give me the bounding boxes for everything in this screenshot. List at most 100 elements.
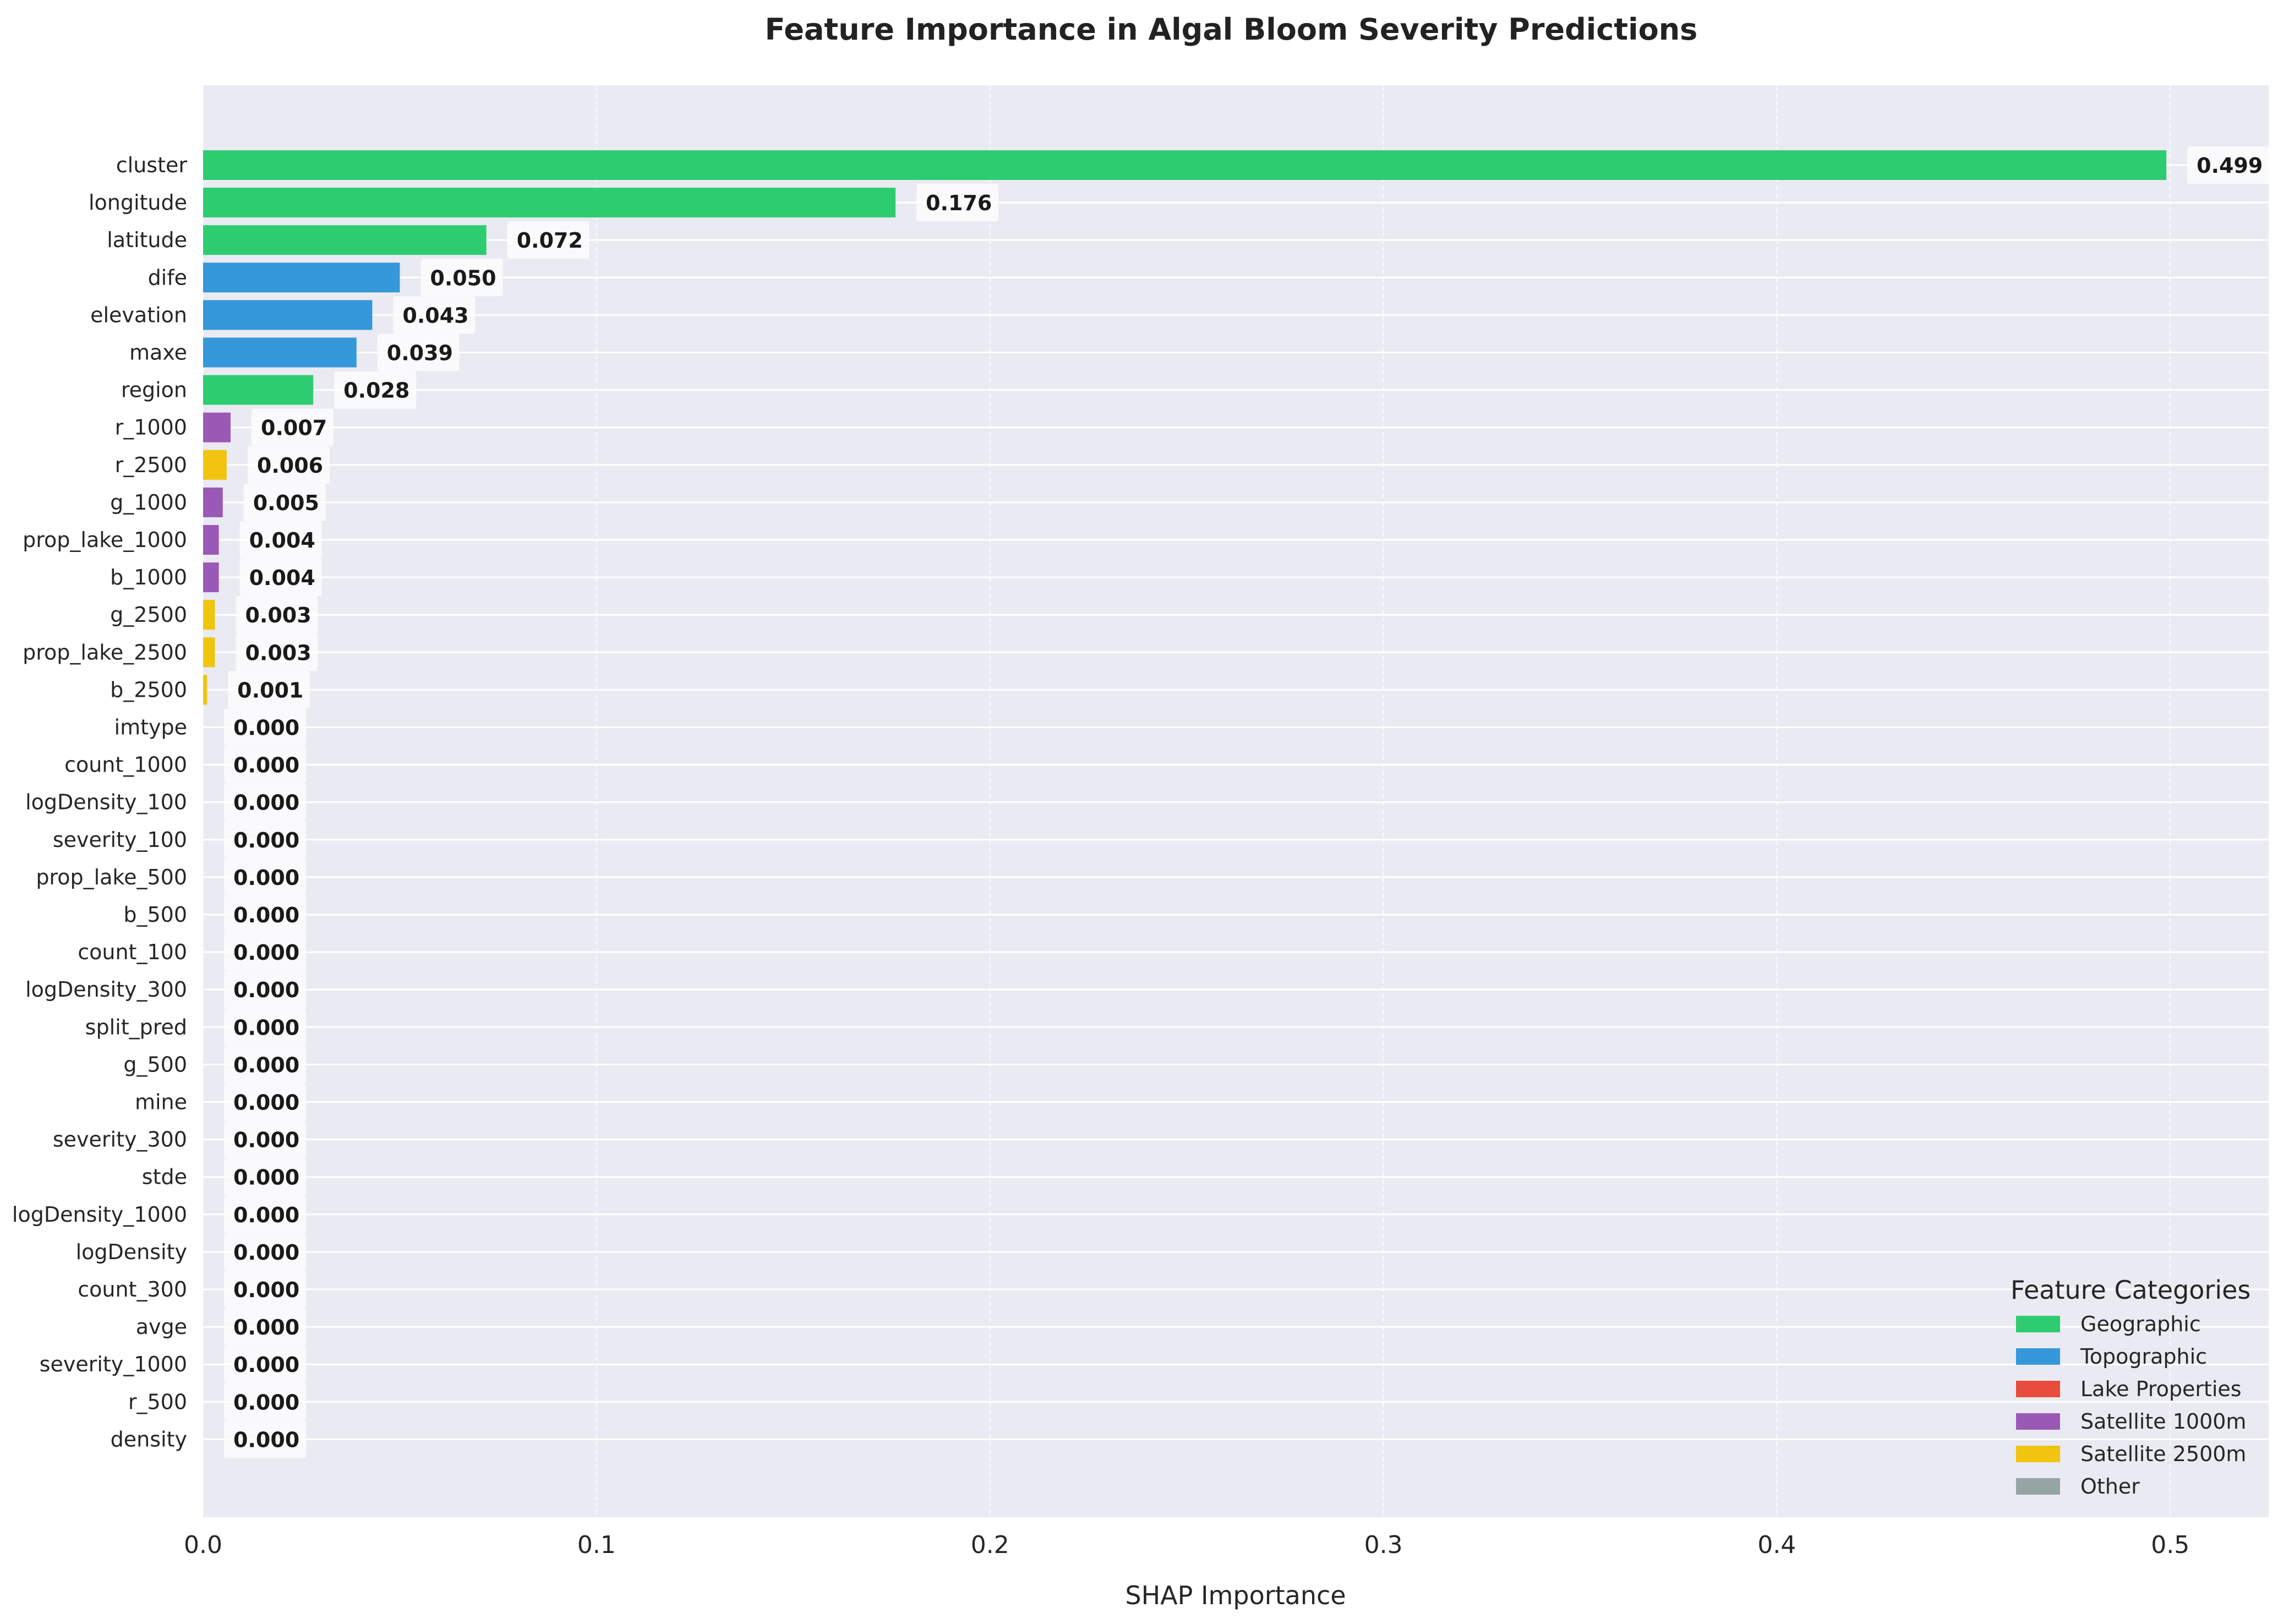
y-tick-labels: cluster longitude latitude dife elevation max… [12, 153, 187, 1451]
value-label: 0.000 [233, 1128, 299, 1152]
value-label-box [224, 933, 306, 971]
bar-region [203, 375, 314, 405]
plot-area [203, 85, 2269, 1517]
value-labels: 0.499 0.176 0.072 0.050 0.043 0.039 0.028 0.007… [224, 146, 2270, 1458]
value-label-box [239, 521, 322, 559]
value-label-box [224, 896, 306, 933]
value-label-box [393, 296, 476, 334]
value-label-box [334, 371, 417, 409]
x-tick-labels: 0.0 0.1 0.2 0.3 0.4 0.5 [184, 1531, 2189, 1559]
value-label-box [224, 1420, 306, 1458]
value-label-box [224, 1083, 306, 1121]
value-label-box [224, 1120, 306, 1158]
y-tick-label: prop_lake_1000 [23, 528, 187, 552]
value-label-box [224, 708, 306, 746]
y-tick-label: mine [135, 1090, 187, 1114]
chart-title: Feature Importance in Algal Bloom Severi… [765, 12, 1698, 47]
y-tick-label: count_1000 [64, 753, 187, 777]
legend-entry: Lake Properties [2080, 1377, 2242, 1401]
bar-r_2500 [203, 450, 227, 480]
legend: Feature Categories Geographic Topographic L… [2011, 1275, 2250, 1499]
y-tick-label: density [111, 1427, 187, 1451]
y-tick-label: imtype [114, 715, 187, 740]
value-label-box [224, 858, 306, 896]
value-label-box [224, 1383, 306, 1421]
value-label: 0.000 [233, 1278, 299, 1302]
gridlines [203, 85, 2269, 1517]
y-tick-label: logDensity_1000 [12, 1202, 187, 1227]
y-tick-label: logDensity_100 [25, 790, 187, 814]
value-label-box [420, 259, 503, 297]
y-tick-label: logDensity [76, 1240, 187, 1264]
value-label-box [2187, 146, 2270, 184]
bar-prop_lake_2500 [203, 637, 215, 668]
value-label: 0.000 [233, 1240, 299, 1265]
y-tick-label: elevation [90, 303, 187, 327]
value-label: 0.000 [233, 1015, 299, 1040]
value-label: 0.043 [402, 303, 468, 327]
value-label-box [224, 1271, 306, 1308]
legend-entry: Satellite 2500m [2080, 1442, 2246, 1466]
x-tick-label: 0.2 [971, 1531, 1009, 1559]
x-tick-label: 0.0 [184, 1531, 222, 1559]
y-tick-label: logDensity_300 [25, 977, 187, 1002]
y-tick-label: r_500 [128, 1390, 187, 1414]
value-label: 0.006 [257, 453, 323, 478]
x-tick-label: 0.5 [2151, 1531, 2189, 1559]
legend-swatch [2016, 1413, 2060, 1430]
y-tick-label: b_2500 [110, 677, 187, 702]
value-label: 0.000 [233, 791, 299, 815]
value-label: 0.003 [245, 603, 311, 627]
y-tick-label: r_2500 [115, 453, 187, 477]
value-label-box [224, 1158, 306, 1196]
y-tick-label: latitude [107, 228, 187, 252]
value-label: 0.000 [233, 1353, 299, 1377]
legend-swatch [2016, 1348, 2060, 1365]
value-label-box [252, 408, 334, 446]
value-label: 0.039 [387, 341, 453, 365]
value-label-box [236, 596, 318, 634]
value-label: 0.028 [343, 379, 409, 403]
y-tick-label: b_1000 [110, 565, 187, 589]
value-label-box [224, 971, 306, 1009]
bar-elevation [203, 300, 373, 330]
legend-title: Feature Categories [2011, 1275, 2250, 1305]
value-label: 0.050 [430, 266, 496, 290]
legend-swatch [2016, 1446, 2060, 1462]
x-tick-label: 0.1 [577, 1531, 616, 1559]
y-tick-label: count_100 [78, 940, 187, 964]
bar-g_2500 [203, 600, 215, 630]
value-label: 0.000 [233, 716, 299, 740]
bar-prop_lake_1000 [203, 525, 219, 555]
y-tick-label: split_pred [85, 1015, 187, 1039]
bar-dife [203, 263, 400, 293]
y-tick-label: g_500 [123, 1052, 187, 1076]
y-tick-label: r_1000 [115, 415, 187, 440]
legend-swatch [2016, 1381, 2060, 1397]
bar-maxe [203, 337, 357, 368]
value-label-box [243, 483, 326, 521]
y-tick-label: b_500 [123, 903, 187, 927]
value-label: 0.000 [233, 941, 299, 965]
x-tick-label: 0.3 [1364, 1531, 1403, 1559]
value-label: 0.000 [233, 1390, 299, 1414]
y-tick-label: region [121, 378, 187, 402]
value-label-box [224, 1308, 306, 1346]
value-label: 0.000 [233, 1166, 299, 1190]
y-tick-label: severity_100 [53, 828, 187, 852]
legend-entry: Other [2080, 1474, 2140, 1499]
y-tick-label: severity_1000 [40, 1352, 187, 1376]
y-tick-label: severity_300 [53, 1128, 187, 1152]
value-label-box [239, 559, 322, 597]
y-tick-label: dife [148, 265, 187, 289]
x-axis-label: SHAP Importance [1125, 1581, 1346, 1610]
y-tick-label: cluster [116, 153, 188, 177]
value-label: 0.000 [233, 903, 299, 927]
value-label: 0.000 [233, 866, 299, 890]
y-tick-label: maxe [129, 341, 187, 365]
value-label-box [377, 333, 460, 371]
value-label-box [224, 746, 306, 784]
bar-r_1000 [203, 412, 231, 442]
value-label: 0.004 [249, 528, 315, 553]
